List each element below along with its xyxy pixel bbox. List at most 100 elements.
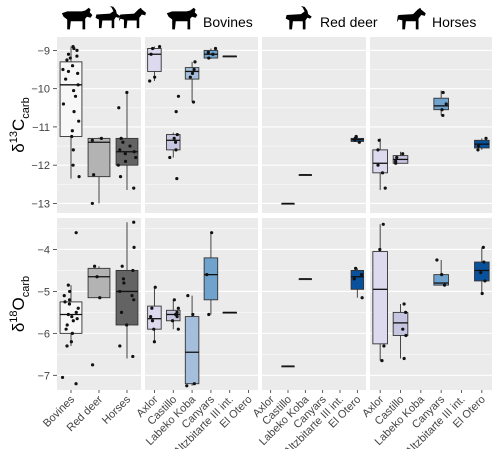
data-point	[118, 175, 123, 179]
data-point	[404, 333, 408, 338]
data-point	[176, 327, 180, 331]
data-point	[441, 113, 445, 118]
y-axis-title-part: O	[9, 297, 28, 310]
data-point	[353, 138, 357, 142]
data-point	[150, 306, 154, 310]
data-point	[99, 136, 104, 140]
data-point	[476, 148, 480, 152]
data-point	[121, 277, 126, 281]
data-point	[176, 306, 180, 310]
data-point	[118, 344, 122, 348]
data-point	[64, 327, 68, 331]
data-point	[170, 319, 175, 323]
data-point	[95, 275, 99, 279]
data-point	[130, 294, 134, 298]
data-point	[66, 52, 71, 56]
data-point	[402, 302, 406, 306]
panel-backgrounds	[57, 37, 492, 390]
panel-bg-r1-c3	[370, 218, 492, 390]
data-point	[119, 136, 123, 140]
y-tick-label: −12	[31, 160, 50, 172]
horse-silhouette	[118, 7, 147, 29]
data-point	[360, 296, 364, 300]
data-point	[132, 245, 136, 249]
site-box-2-C-1	[392, 151, 409, 165]
y-tick-label: −11	[32, 122, 50, 134]
data-point	[173, 140, 178, 144]
data-point	[119, 310, 124, 314]
column-headers: Bovines Red deer Horses	[61, 6, 476, 30]
ibex-icon	[95, 6, 121, 29]
cow-silhouette	[166, 7, 198, 30]
data-point	[206, 50, 210, 54]
data-point	[74, 231, 78, 235]
site-box-0-O-4	[222, 311, 237, 314]
data-point	[72, 46, 76, 51]
data-point	[70, 331, 74, 335]
data-point	[74, 310, 78, 314]
data-point	[188, 75, 192, 79]
data-point	[65, 58, 69, 62]
data-point	[66, 69, 71, 74]
data-point	[76, 83, 80, 87]
data-point	[441, 90, 445, 95]
overview-box-O-0	[59, 231, 83, 386]
box-marks	[59, 44, 490, 388]
data-point	[207, 56, 211, 60]
data-point	[168, 155, 172, 160]
y-axis-title-part: 18	[8, 310, 20, 322]
data-point	[395, 155, 399, 160]
data-point	[175, 176, 179, 181]
data-point	[479, 270, 483, 275]
data-point	[213, 46, 218, 51]
y-tick-label: −4	[37, 244, 50, 256]
data-point	[125, 90, 129, 95]
data-point	[125, 323, 129, 327]
box-iqr	[115, 269, 139, 326]
data-point	[149, 314, 153, 319]
site-box-2-O-1	[392, 302, 409, 361]
y-axis-title-part: 13	[8, 131, 20, 143]
data-point	[60, 375, 65, 380]
data-point	[73, 94, 78, 98]
ibex-silhouette	[95, 6, 121, 29]
data-point	[484, 136, 488, 140]
data-point	[134, 155, 138, 160]
box-iqr	[147, 48, 162, 72]
site-box-2-O-5	[474, 245, 490, 296]
data-point	[376, 148, 380, 152]
data-point	[157, 44, 162, 49]
overview-box-O-2	[115, 220, 139, 359]
data-point	[151, 46, 155, 51]
data-point	[211, 52, 215, 56]
box-iqr	[87, 267, 111, 299]
data-point	[205, 273, 209, 277]
data-point	[401, 152, 405, 156]
box-iqr	[166, 134, 181, 151]
panel-bg-r1-c1	[145, 218, 258, 390]
data-point	[90, 138, 94, 142]
data-point	[444, 102, 448, 106]
box-iqr	[203, 257, 219, 301]
box-iqr	[372, 149, 388, 174]
y-tick-label: −9	[37, 45, 50, 57]
data-point	[148, 79, 152, 83]
data-point	[477, 144, 481, 148]
data-point	[402, 356, 406, 361]
data-point	[70, 129, 74, 133]
y-axis-title-part: δ	[9, 143, 28, 152]
data-point	[65, 323, 69, 327]
site-box-2-C-0	[372, 138, 388, 191]
data-point	[65, 344, 69, 348]
data-point	[383, 186, 387, 190]
data-point	[132, 298, 136, 302]
data-point	[72, 88, 76, 93]
overview-box-C-1	[87, 136, 111, 206]
data-point	[404, 310, 408, 314]
data-point	[380, 359, 384, 363]
data-point	[381, 222, 385, 226]
data-point	[174, 148, 178, 152]
data-point	[401, 327, 405, 331]
box-iqr	[184, 316, 200, 385]
panel-bg-r0-c3	[370, 37, 492, 213]
